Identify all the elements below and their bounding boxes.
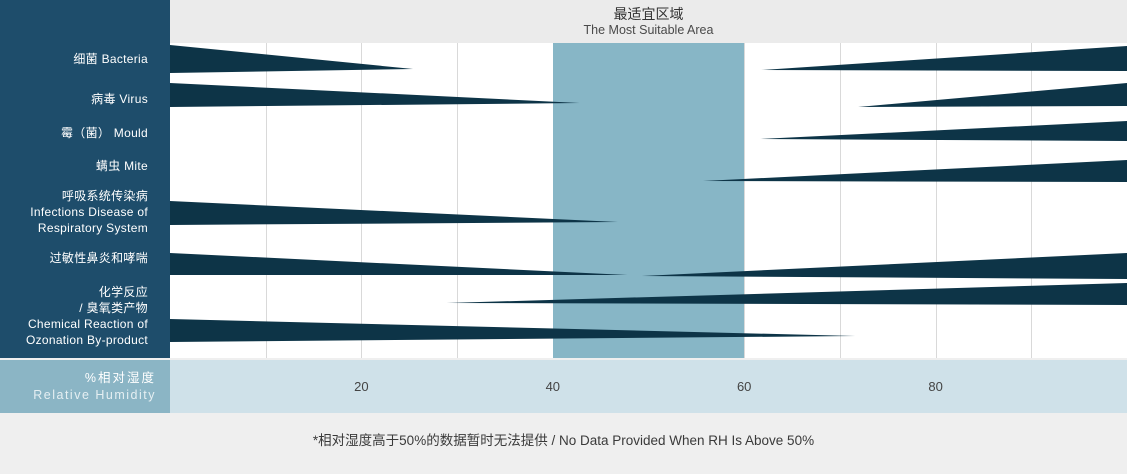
- axis-tick-40: 40: [545, 379, 561, 394]
- row-label-2: 病毒 Virus: [91, 92, 148, 106]
- wedge-row-1-left: [170, 45, 414, 73]
- row-label-1: 细菌 Bacteria: [73, 52, 148, 66]
- suitable-band: [552, 43, 745, 358]
- chart-title-zh: 最适宜区域: [613, 5, 684, 22]
- axis-label-en: Relative Humidity: [33, 388, 156, 402]
- wedge-row-5-left: [170, 201, 618, 225]
- plot-area: [170, 43, 1127, 358]
- gridline-rh-70: [839, 43, 841, 358]
- footer: *相对湿度高于50%的数据暂时无法提供 / No Data Provided W…: [0, 413, 1127, 474]
- gridline-rh-80: [935, 43, 937, 358]
- wedge-row-6-right: [641, 253, 1127, 279]
- axis-tick-60: 60: [736, 379, 752, 394]
- row-label-7: 化学反应 / 臭氧类产物 Chemical Reaction of Ozonation…: [25, 285, 148, 347]
- wedge-row-2-left: [170, 83, 580, 107]
- axis-tick-80: 80: [928, 379, 943, 394]
- gridline-rh-20: [361, 43, 363, 358]
- gridline-rh-90: [1031, 43, 1033, 358]
- wedge-row-3-right: [760, 121, 1127, 141]
- row-label-3: 霉（菌） Mould: [60, 126, 148, 140]
- row-label-6: 过敏性鼻炎和哮喘: [49, 251, 148, 265]
- wedge-row-2-right: [858, 83, 1127, 107]
- row-label-5: 呼吸系统传染病 Infections Disease of Respiratory …: [30, 189, 148, 235]
- title-strip: 最适宜区域 The Most Suitable Area: [170, 0, 1127, 43]
- humidity-axis-row: %相对湿度 Relative Humidity 20 40 60 80: [0, 360, 1127, 413]
- chart-title-en: The Most Suitable Area: [583, 22, 714, 37]
- wedges-layer: [170, 45, 1127, 342]
- gridline-rh-60: [744, 43, 746, 358]
- wedge-row-7-right: [446, 283, 1127, 305]
- footnote-text: *相对湿度高于50%的数据暂时无法提供 / No Data Provided W…: [312, 433, 815, 448]
- gridline-rh-30: [457, 43, 459, 358]
- axis-tick-20: 20: [354, 379, 369, 394]
- wedge-row-4-right: [703, 160, 1127, 182]
- gridline-rh-10: [265, 43, 267, 358]
- axis-label-zh: %相对湿度: [84, 371, 156, 385]
- row-label-4: 螨虫 Mite: [95, 159, 148, 173]
- wedge-row-6-left: [170, 253, 628, 275]
- row-labels-sidebar: 细菌 Bacteria 病毒 Virus 霉（菌） Mould 螨虫 Mite 呼吸系统…: [0, 0, 170, 358]
- wedge-row-1-right: [761, 46, 1127, 71]
- wedge-row-7-left: [170, 319, 856, 342]
- axis-label-cell: %相对湿度 Relative Humidity: [0, 360, 170, 413]
